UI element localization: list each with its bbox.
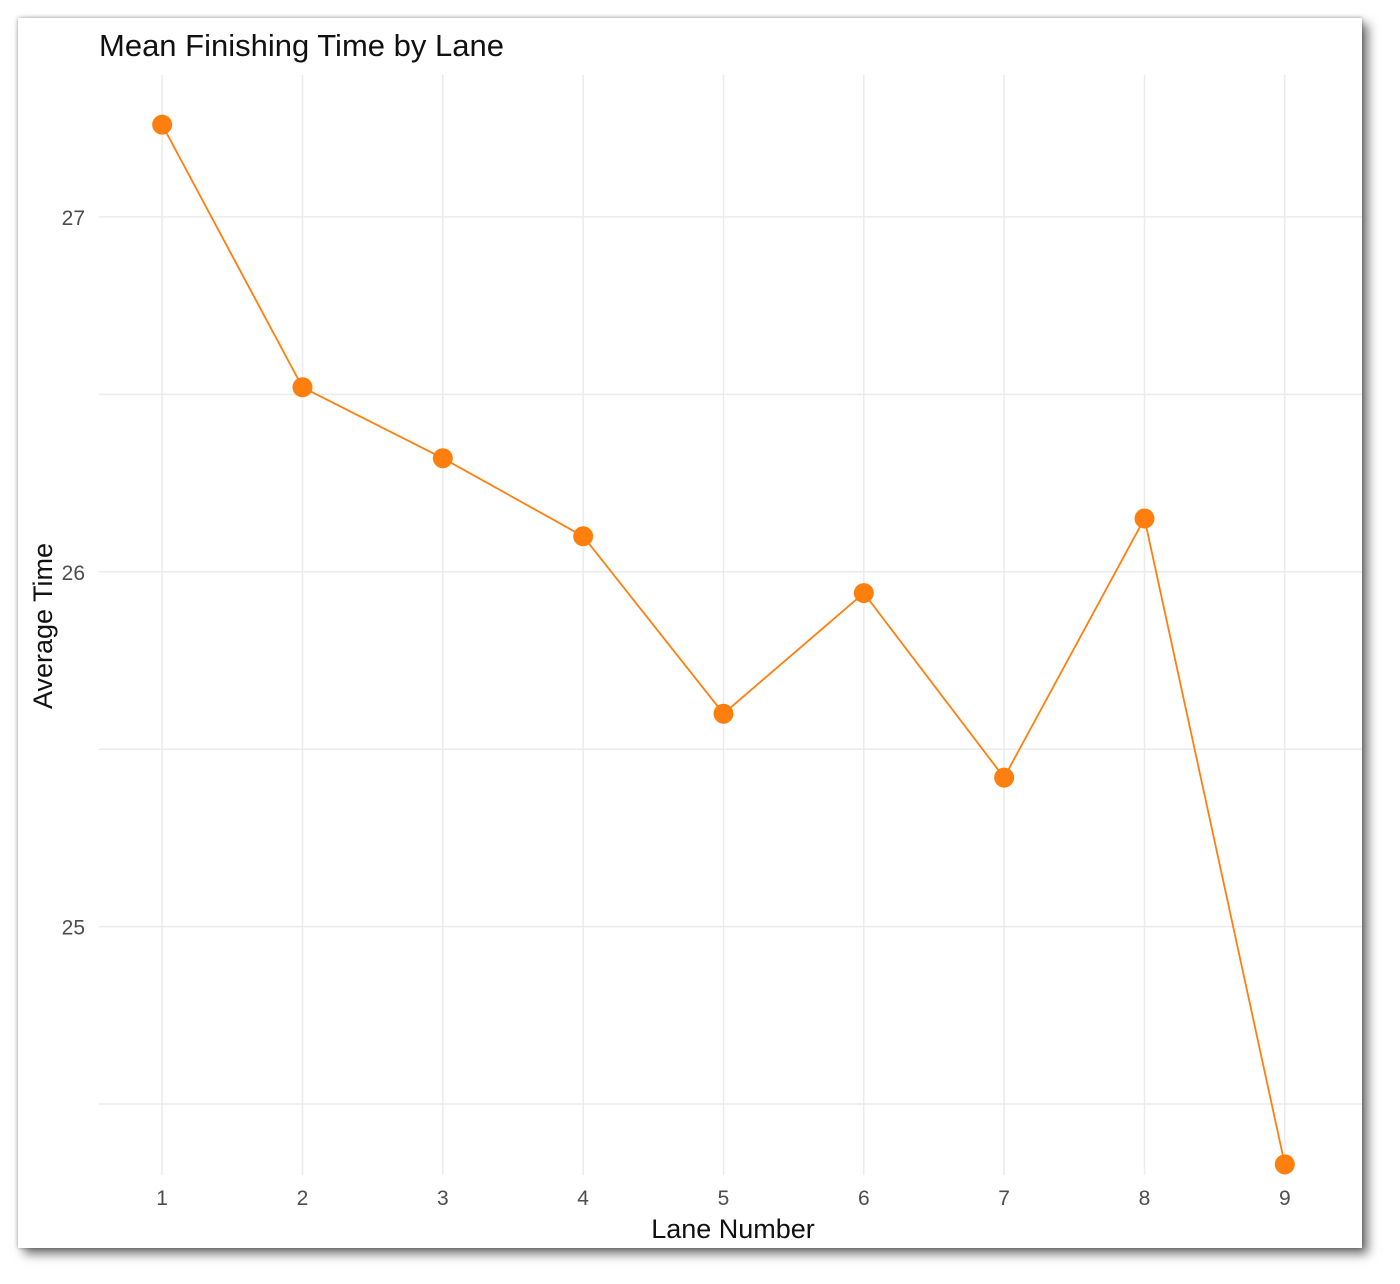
data-point [853, 583, 874, 604]
y-tick-label: 25 [62, 917, 85, 940]
data-point [994, 767, 1015, 788]
data-point [1274, 1154, 1295, 1175]
data-point [432, 448, 453, 469]
x-tick-label: 9 [1279, 1187, 1291, 1210]
y-tick-label: 26 [62, 562, 85, 585]
x-tick-label: 7 [998, 1187, 1010, 1210]
y-tick-label: 27 [62, 207, 85, 230]
x-tick-label: 2 [297, 1187, 309, 1210]
x-tick-label: 8 [1139, 1187, 1151, 1210]
x-tick-label: 3 [437, 1187, 449, 1210]
x-tick-label: 5 [718, 1187, 730, 1210]
data-point [292, 377, 313, 398]
x-tick-label: 4 [577, 1187, 589, 1210]
chart-frame [18, 18, 1362, 1248]
x-axis-label: Lane Number [651, 1214, 815, 1244]
x-tick-labels: 1 2 3 4 5 6 7 8 9 [156, 1187, 1290, 1210]
data-point [1134, 508, 1155, 529]
data-point [573, 526, 594, 547]
series-points [152, 114, 1295, 1175]
data-point [713, 703, 734, 724]
y-tick-labels: 25 26 27 [62, 207, 85, 940]
data-point [152, 114, 173, 135]
y-axis-label: Average Time [28, 543, 58, 709]
grid [99, 75, 1362, 1175]
x-tick-label: 6 [858, 1187, 870, 1210]
chart-title: Mean Finishing Time by Lane [99, 28, 504, 63]
x-tick-label: 1 [156, 1187, 168, 1210]
